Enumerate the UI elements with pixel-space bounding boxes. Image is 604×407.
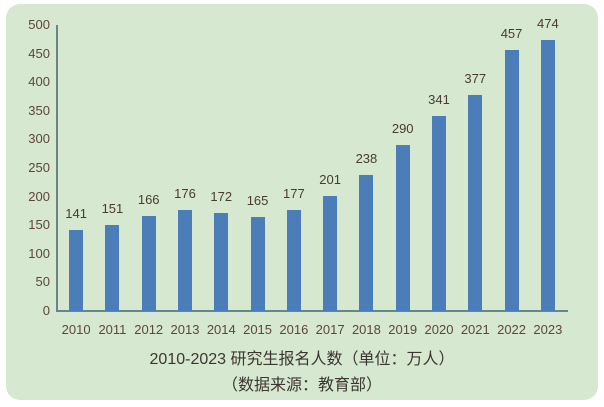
y-tick-label: 50 [35,274,50,290]
bar [141,216,156,311]
x-axis-line [56,310,568,312]
y-tick-label: 250 [28,160,50,175]
y-tick-label: 200 [28,188,50,204]
y-tick-label: 100 [28,245,50,261]
y-tick-label: 350 [28,102,50,118]
x-tick-label: 2011 [98,322,127,337]
bar [250,216,265,311]
bar-value-label: 176 [174,186,196,202]
bar-value-label: 457 [500,25,523,41]
bar [432,115,446,311]
bar-value-label: 151 [101,200,124,216]
bar-value-label: 238 [355,150,378,166]
bar-value-label: 165 [246,192,269,208]
x-tick-label: 2014 [206,322,236,337]
y-tick-label: 450 [28,45,50,61]
y-tick-label: 0 [42,303,50,318]
bar-value-label: 141 [65,206,87,222]
x-tick-label: 2018 [351,322,381,337]
y-tick-label: 400 [28,74,50,90]
bar [359,174,374,311]
bar [395,145,410,311]
bar [286,209,301,311]
x-tick-label: 2020 [424,322,454,337]
bar-value-label: 166 [137,192,160,208]
y-tick-label: 300 [28,131,50,147]
bar [69,230,84,311]
x-tick-label: 2017 [315,322,345,337]
bar-value-label: 290 [391,121,414,137]
bar-value-label: 177 [282,185,305,201]
y-axis-line [56,25,58,311]
y-tick-label: 500 [28,17,50,32]
bar [214,212,229,311]
x-tick-label: 2022 [497,322,527,337]
y-tick-label: 150 [28,217,50,233]
x-tick-label: 2023 [533,322,563,337]
bar-value-label: 377 [464,71,487,87]
x-tick-label: 2015 [243,322,273,337]
x-tick-label: 2013 [170,322,200,337]
bar [540,39,555,311]
x-tick-label: 2016 [279,322,309,337]
bar [323,196,338,311]
x-tick-label: 2012 [134,322,164,337]
chart-subtitle: （数据来源：教育部） [221,377,382,394]
bar-value-label: 201 [319,172,341,188]
bar [468,95,483,311]
bar-value-label: 474 [536,15,559,31]
bar [105,224,120,311]
x-tick-label: 2021 [460,322,490,337]
chart-panel [6,4,598,400]
bar-value-label: 172 [210,188,233,204]
chart-title: 2010-2023 研究生报名人数（单位：万人） [149,351,455,368]
bar [178,210,192,311]
bar-value-label: 341 [428,91,450,107]
bar [504,49,519,311]
x-tick-label: 2019 [388,322,418,337]
x-tick-label: 2010 [61,322,91,337]
